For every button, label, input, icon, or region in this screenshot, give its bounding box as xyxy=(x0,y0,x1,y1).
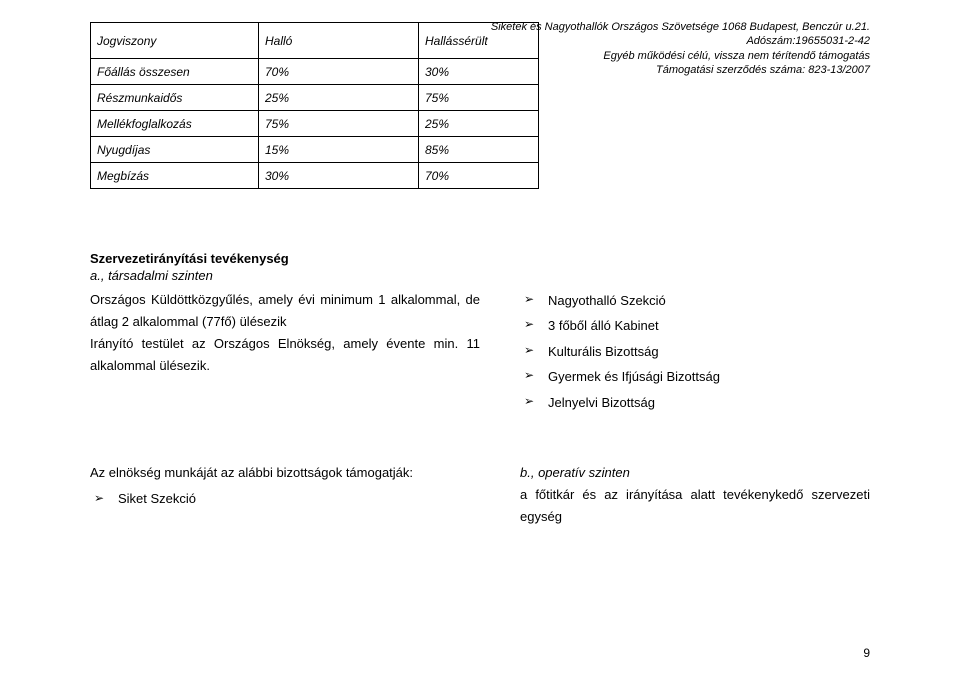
right-bullet-list: Nagyothalló Szekció 3 főből álló Kabinet… xyxy=(520,289,870,414)
left-paragraph-1: Országos Küldöttközgyűlés, amely évi min… xyxy=(90,289,480,333)
lower-left-column: Az elnökség munkáját az alábbi bizottság… xyxy=(90,462,480,528)
list-item: Jelnyelvi Bizottság xyxy=(520,391,870,414)
list-item: Kulturális Bizottság xyxy=(520,340,870,363)
table-cell: 15% xyxy=(259,137,419,163)
page-number: 9 xyxy=(863,646,870,660)
lower-right-column: b., operatív szinten a főtitkár és az ir… xyxy=(520,462,870,528)
table-cell: 70% xyxy=(419,163,539,189)
table-header-cell: Jogviszony xyxy=(91,23,259,59)
lower-right-text: a főtitkár és az irányítása alatt tevéke… xyxy=(520,484,870,528)
table-cell: 85% xyxy=(419,137,539,163)
table-cell: Nyugdíjas xyxy=(91,137,259,163)
table-cell: Mellékfoglalkozás xyxy=(91,111,259,137)
header-block: Siketek és Nagyothallók Országos Szövets… xyxy=(491,20,870,77)
lower-left-intro: Az elnökség munkáját az alábbi bizottság… xyxy=(90,462,480,484)
header-line-3: Egyéb működési célú, vissza nem térítend… xyxy=(491,49,870,63)
document-page: Siketek és Nagyothallók Országos Szövets… xyxy=(0,0,960,680)
header-line-2: Adószám:19655031-2-42 xyxy=(491,34,870,48)
table-cell: 70% xyxy=(259,59,419,85)
table-row: Megbízás 30% 70% xyxy=(91,163,539,189)
section-title: Szervezetirányítási tevékenység xyxy=(90,251,870,266)
table-header-row: Jogviszony Halló Hallássérült xyxy=(91,23,539,59)
table-cell: 25% xyxy=(259,85,419,111)
header-line-1: Siketek és Nagyothallók Országos Szövets… xyxy=(491,20,870,34)
list-item: 3 főből álló Kabinet xyxy=(520,314,870,337)
two-column-block: Országos Küldöttközgyűlés, amely évi min… xyxy=(90,289,870,416)
table-row: Főállás összesen 70% 30% xyxy=(91,59,539,85)
table-header-cell: Halló xyxy=(259,23,419,59)
list-item: Nagyothalló Szekció xyxy=(520,289,870,312)
table-cell: Főállás összesen xyxy=(91,59,259,85)
lower-two-column-block: Az elnökség munkáját az alábbi bizottság… xyxy=(90,462,870,528)
employment-table: Jogviszony Halló Hallássérült Főállás ös… xyxy=(90,22,539,189)
table-cell: 25% xyxy=(419,111,539,137)
table-row: Nyugdíjas 15% 85% xyxy=(91,137,539,163)
right-column: Nagyothalló Szekció 3 főből álló Kabinet… xyxy=(520,289,870,416)
left-paragraph-2: Irányító testület az Országos Elnökség, … xyxy=(90,333,480,377)
table-cell: Részmunkaidős xyxy=(91,85,259,111)
left-column: Országos Küldöttközgyűlés, amely évi min… xyxy=(90,289,480,416)
table-row: Mellékfoglalkozás 75% 25% xyxy=(91,111,539,137)
header-line-4: Támogatási szerződés száma: 823-13/2007 xyxy=(491,63,870,77)
table-cell: 75% xyxy=(259,111,419,137)
table-cell: Megbízás xyxy=(91,163,259,189)
list-item: Siket Szekció xyxy=(90,488,480,510)
table-cell: 75% xyxy=(419,85,539,111)
lower-right-subtitle: b., operatív szinten xyxy=(520,462,870,484)
table-row: Részmunkaidős 25% 75% xyxy=(91,85,539,111)
table-cell: 30% xyxy=(259,163,419,189)
section-subtitle: a., társadalmi szinten xyxy=(90,268,870,283)
lower-left-list: Siket Szekció xyxy=(90,488,480,510)
list-item: Gyermek és Ifjúsági Bizottság xyxy=(520,365,870,388)
